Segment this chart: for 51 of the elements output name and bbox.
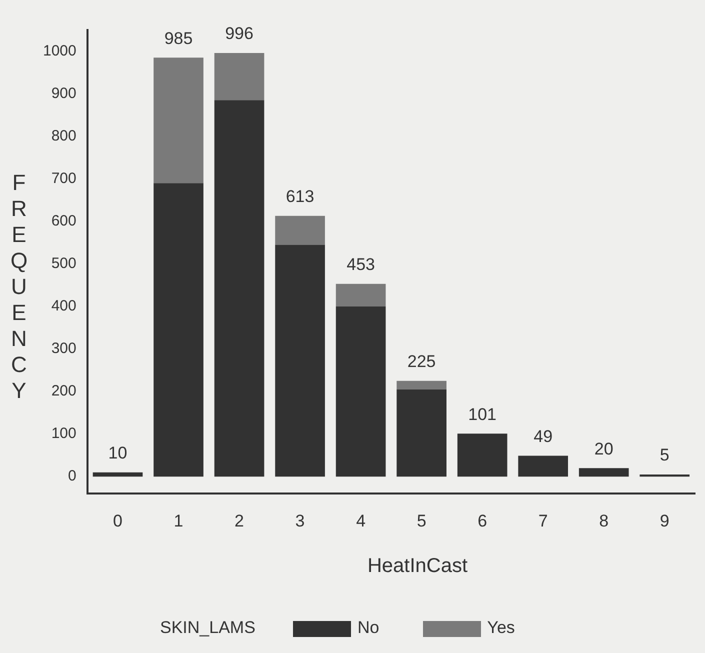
y-tick-label: 1000 <box>42 42 76 60</box>
y-tick-label: 0 <box>68 468 76 485</box>
x-tick-label: 6 <box>478 511 488 530</box>
x-tick-label: 4 <box>356 511 366 530</box>
bar <box>154 183 204 477</box>
bar <box>640 474 690 477</box>
bar <box>336 306 386 477</box>
bar <box>214 52 264 100</box>
y-tick-label: 100 <box>51 425 76 442</box>
bar <box>336 284 386 306</box>
y-tick-label: 800 <box>51 127 76 144</box>
text: FREQUENCY <box>10 170 28 403</box>
bar <box>457 434 508 477</box>
bar <box>275 244 325 477</box>
legend-title: SKIN_LAMS <box>160 618 256 638</box>
y-tick-label: 600 <box>51 212 76 230</box>
total-label: 101 <box>468 404 497 424</box>
bar <box>396 389 446 477</box>
x-tick-label: 2 <box>234 511 244 530</box>
y-tick-label: 900 <box>51 84 76 102</box>
x-tick-label: 7 <box>538 511 548 530</box>
bar <box>396 380 446 390</box>
x-axis-title: HeatInCast <box>366 555 469 578</box>
y-tick-label: 400 <box>51 298 76 315</box>
legend-label: Yes <box>487 618 515 637</box>
y-tick-label: 300 <box>51 340 76 358</box>
bar <box>214 100 264 477</box>
bar <box>518 456 568 477</box>
legend-label: No <box>357 618 380 637</box>
x-tick-label: 0 <box>113 511 122 530</box>
bar <box>275 216 325 245</box>
bar <box>154 58 204 184</box>
total-label: 985 <box>164 28 193 48</box>
x-tick-label: 3 <box>295 511 305 530</box>
x-tick-label: 8 <box>599 511 609 530</box>
total-label: 453 <box>346 255 375 274</box>
y-tick-label: 200 <box>51 382 76 400</box>
y-tick-label: 700 <box>51 170 76 188</box>
total-label: 996 <box>225 24 254 44</box>
bar <box>92 472 143 477</box>
total-label: 5 <box>660 446 670 465</box>
total-label: 20 <box>594 439 614 458</box>
y-tick-label: 500 <box>51 255 76 272</box>
x-tick-label: 1 <box>174 511 184 530</box>
total-label: 49 <box>534 426 553 446</box>
bar <box>578 468 629 477</box>
total-label: 613 <box>286 187 314 206</box>
total-label: 225 <box>407 352 436 372</box>
x-tick-label: 9 <box>660 511 670 530</box>
x-tick-label: 5 <box>416 511 426 530</box>
total-label: 10 <box>108 444 128 463</box>
